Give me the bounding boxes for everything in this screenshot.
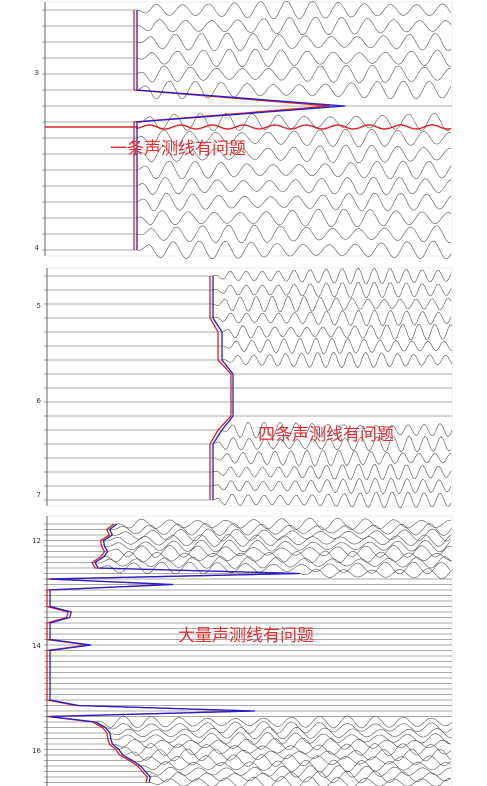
waveform [45,224,452,244]
waveform [47,435,452,453]
waveform [47,726,452,740]
waveform [47,534,452,547]
red-trace [45,124,452,130]
waveform [45,176,452,196]
red-pick [46,523,298,783]
waveform [45,16,452,36]
waveform [47,492,452,508]
waveform [45,160,452,180]
tick-label: 4 [35,244,40,252]
waveform [47,477,452,495]
waveform [47,770,451,784]
tick-label: 7 [37,491,41,499]
waveform [47,743,452,756]
waveform [47,759,451,773]
tick-label: 12 [32,537,41,545]
waveform [47,568,453,580]
waveform [47,539,451,553]
waveform [47,463,452,481]
waveform [47,449,452,467]
waveform [45,32,452,52]
panel: 5 6 7 四条声测线有问题 [37,267,453,508]
waveform [47,737,451,751]
waveform [47,748,452,762]
annotation: 大量声测线有问题 [178,626,314,646]
blue-pick [212,276,234,500]
waveform [47,754,451,767]
red-pick [209,276,232,500]
waveform [47,296,452,312]
annotation: 四条声测线有问题 [258,425,394,445]
waveform [47,715,452,729]
waveform [47,351,453,369]
waveform [45,80,452,100]
blue-pick [49,523,301,783]
waveform [47,421,453,439]
waveform [47,765,452,778]
waveform [47,337,453,355]
tick-label: 3 [35,69,39,77]
tick-label: 16 [32,747,41,755]
panel: 12 14 16 大量声测线有问题 [32,515,453,786]
waveform [45,208,452,228]
panel: 3 4 一条声测线有问题 [35,0,453,260]
annotation: 一条声测线有问题 [110,139,246,159]
waveform [45,48,452,68]
waveform [47,268,452,284]
waveform [47,721,452,734]
waveform [45,144,452,164]
blue-pick [136,10,346,250]
waveform [45,64,452,84]
waveform [47,545,452,558]
waveform [45,112,452,132]
tick-label: 14 [32,642,41,650]
waveform [47,561,451,575]
waveform [47,324,453,340]
waveform [45,0,452,20]
waveform [47,776,452,786]
waveform [47,556,452,569]
waveform [45,192,452,212]
waveform [45,240,452,260]
tick-label: 6 [37,397,42,405]
waveform [47,281,452,299]
waveform [45,128,452,148]
red-pick [133,10,331,250]
tick-label: 5 [37,302,41,310]
waveform [47,523,452,536]
waveform [47,528,451,542]
waveform [47,309,452,327]
waveform [47,517,452,531]
